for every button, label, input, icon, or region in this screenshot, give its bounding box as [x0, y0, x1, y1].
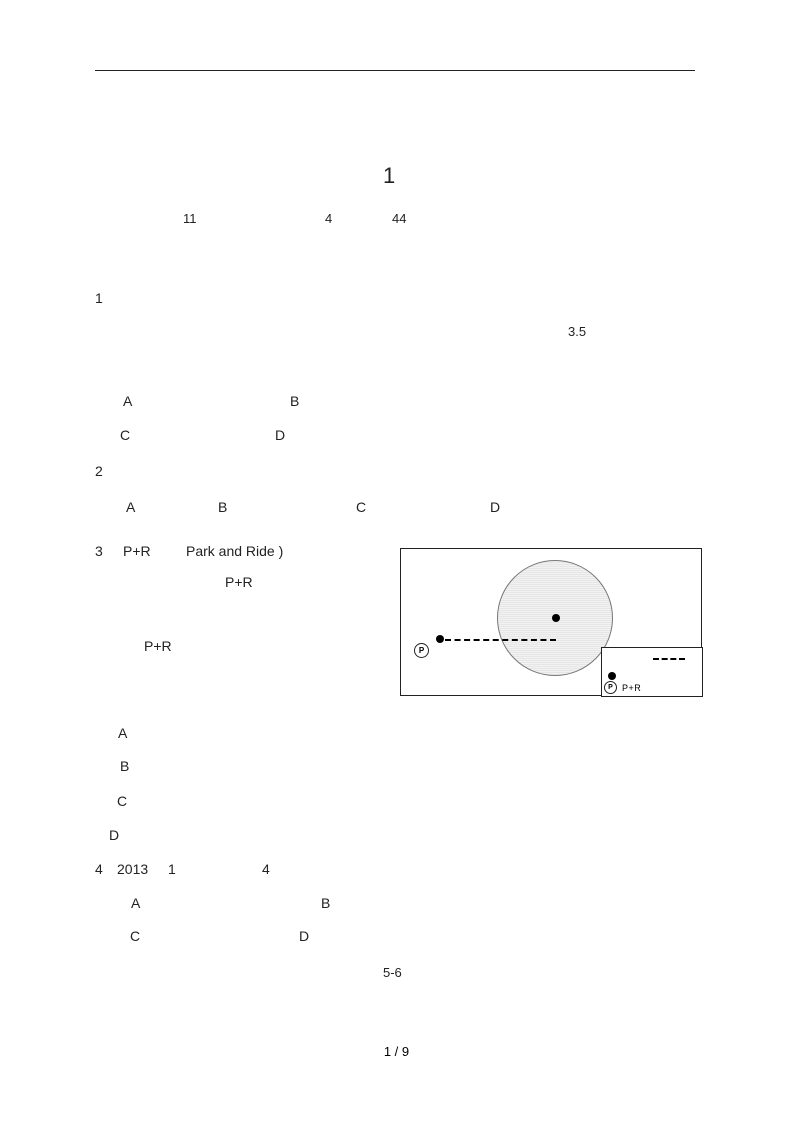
q1-opt-b: B [290, 393, 299, 409]
q2-opt-b: B [218, 499, 227, 515]
q4-opt-c: C [130, 928, 140, 944]
p-label: P [419, 646, 424, 655]
q3-pr-inline-1: P+R [225, 574, 253, 590]
q4-one: 1 [168, 861, 176, 877]
diagram-center-dot [552, 614, 560, 622]
q1-number: 1 [95, 290, 103, 306]
q1-opt-a: A [123, 393, 132, 409]
header-rule [95, 70, 695, 71]
q3-number: 3 [95, 543, 103, 559]
q4-four: 4 [262, 861, 270, 877]
q3-opt-c: C [117, 793, 127, 809]
pager: 1 / 9 [0, 1044, 793, 1059]
q4-opt-a: A [131, 895, 140, 911]
q2-opt-a: A [126, 499, 135, 515]
nums-11: 11 [183, 211, 197, 226]
legend-p-icon: P [604, 681, 617, 694]
q2-opt-c: C [356, 499, 366, 515]
nums-4: 4 [325, 211, 332, 226]
diagram-p-icon: P [414, 643, 429, 658]
document-page: { "title": "1", "nums_line": { "a": "11"… [0, 0, 793, 1122]
q3-opt-a: A [118, 725, 127, 741]
q3-pr-inline-2: P+R [144, 638, 172, 654]
legend-pr-label: P+R [622, 683, 641, 693]
q3-opt-b: B [120, 758, 129, 774]
note-5-6: 5-6 [383, 965, 402, 980]
q3-opt-d: D [109, 827, 119, 843]
q4-opt-d: D [299, 928, 309, 944]
q4-opt-b: B [321, 895, 330, 911]
q4-year: 2013 [117, 861, 148, 877]
q1-extra: 3.5 [568, 324, 586, 339]
diagram-dashed-line [445, 639, 556, 641]
q1-opt-d: D [275, 427, 285, 443]
legend-dashed-icon [653, 658, 685, 660]
q3-pr: P+R [123, 543, 151, 559]
legend-dot-icon [608, 672, 616, 680]
diagram-origin-dot [436, 635, 444, 643]
q2-opt-d: D [490, 499, 500, 515]
q1-opt-c: C [120, 427, 130, 443]
q2-number: 2 [95, 463, 103, 479]
page-title: 1 [383, 163, 395, 189]
q4-number: 4 [95, 861, 103, 877]
nums-44: 44 [392, 211, 406, 226]
legend-p-label: P [608, 684, 613, 691]
q3-pr-paren: Park and Ride ) [186, 543, 283, 559]
